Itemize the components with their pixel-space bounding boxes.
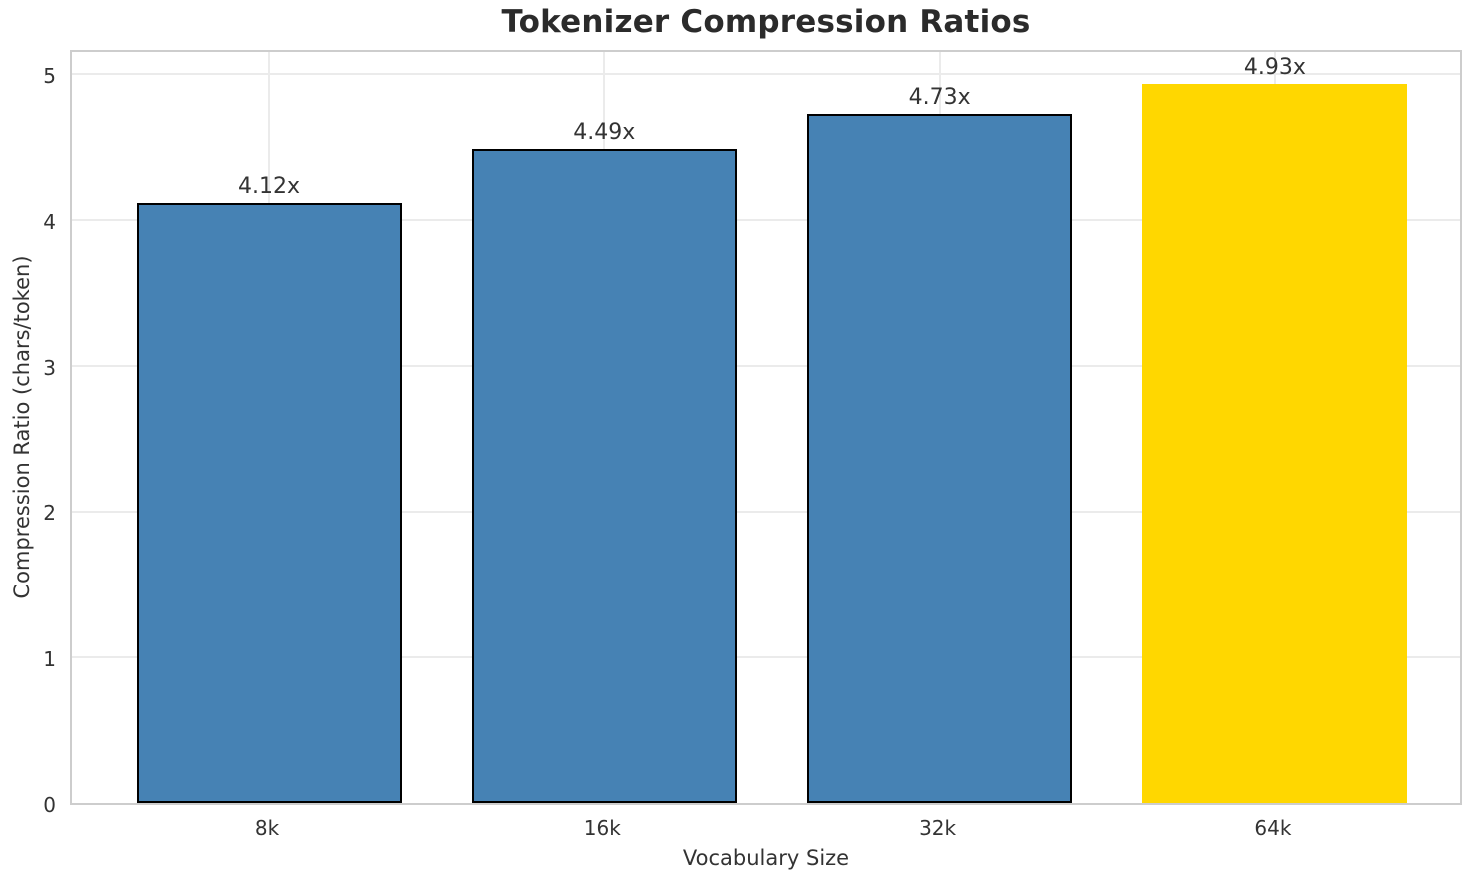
bar-value-label: 4.93x [1243, 55, 1306, 81]
chart-title: Tokenizer Compression Ratios [501, 4, 1031, 40]
x-tick-label: 64k [1254, 816, 1292, 840]
gridline-horizontal [72, 364, 1460, 367]
y-axis-label: Compression Ratio (chars/token) [10, 255, 34, 599]
y-tick-label: 3 [43, 355, 56, 380]
y-tick-label: 4 [43, 209, 56, 234]
bar-value-label: 4.49x [573, 119, 636, 145]
gridline-horizontal [72, 219, 1460, 221]
x-tick-label: 16k [583, 816, 621, 840]
x-tick-label: 8k [254, 816, 280, 840]
plot-area: 4.12x 4.49x 4.73x 4.93x [70, 50, 1462, 805]
gridline-horizontal [72, 73, 1460, 76]
gridline-horizontal [72, 510, 1460, 513]
x-axis-label: Vocabulary Size [682, 846, 850, 870]
bar-value-label: 4.73x [908, 84, 971, 110]
bar-16k [471, 148, 737, 803]
y-tick-label: 5 [43, 64, 56, 89]
x-tick-label: 32k [919, 816, 957, 840]
bar-value-label: 4.12x [237, 173, 300, 199]
bar-8k [136, 202, 402, 803]
bar-32k [807, 113, 1073, 803]
y-tick-label: 0 [43, 793, 56, 817]
y-tick-label: 1 [43, 647, 56, 672]
bar-64k [1142, 84, 1408, 803]
gridline-horizontal [72, 656, 1460, 659]
y-tick-label: 2 [43, 501, 56, 526]
